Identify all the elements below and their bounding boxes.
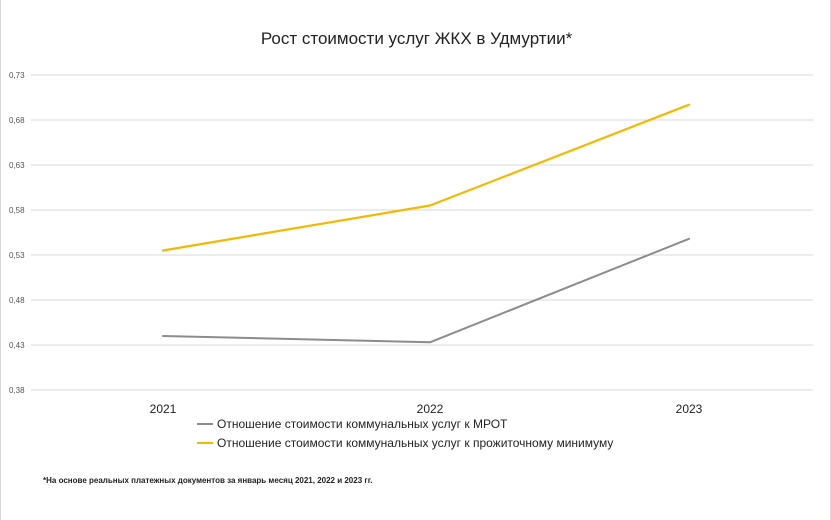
x-tick-label: 2023 xyxy=(676,402,703,416)
chart-legend: Отношение стоимости коммунальных услуг к… xyxy=(197,414,613,452)
y-tick-label: 0,58 xyxy=(9,206,25,215)
legend-swatch-yellow xyxy=(197,441,213,444)
y-tick-label: 0,38 xyxy=(9,386,25,395)
chart-footnote: *На основе реальных платежных документов… xyxy=(43,476,373,485)
y-tick-label: 0,63 xyxy=(9,161,25,170)
x-tick-label: 2021 xyxy=(150,402,177,416)
y-tick-label: 0,53 xyxy=(9,251,25,260)
legend-label-subsistence: Отношение стоимости коммунальных услуг к… xyxy=(217,435,614,450)
series-line-subsistence xyxy=(161,103,691,252)
x-tick-label: 2022 xyxy=(417,402,444,416)
y-tick-label: 0,43 xyxy=(9,341,25,350)
legend-item-mrot: Отношение стоимости коммунальных услуг к… xyxy=(197,414,613,433)
series-line-mrot xyxy=(162,237,690,344)
y-tick-label: 0,48 xyxy=(9,296,25,305)
chart-title: Рост стоимости услуг ЖКХ в Удмуртии* xyxy=(260,29,573,48)
legend-swatch-gray xyxy=(197,422,213,425)
legend-label-mrot: Отношение стоимости коммунальных услуг к… xyxy=(217,416,508,431)
y-tick-label: 0,73 xyxy=(9,71,25,80)
y-tick-label: 0,68 xyxy=(9,116,25,125)
legend-item-subsistence: Отношение стоимости коммунальных услуг к… xyxy=(197,433,613,452)
